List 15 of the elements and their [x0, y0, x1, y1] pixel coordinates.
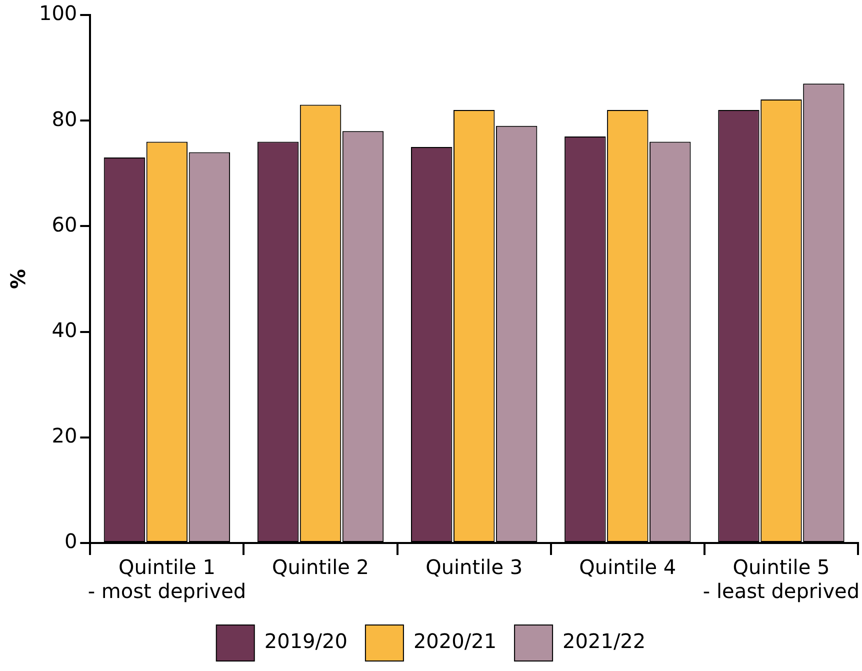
y-tick-label: 80: [52, 106, 78, 131]
legend-label: 2019/20: [264, 629, 348, 654]
y-tick-label: 40: [52, 318, 78, 342]
y-tick-label: 0: [64, 529, 78, 554]
y-tick-label: 60: [52, 212, 78, 236]
legend-label: 2021/22: [562, 629, 646, 654]
x-tick-label: Quintile 2: [272, 555, 370, 580]
y-tick-label: 20: [52, 424, 78, 448]
x-tick-label: Quintile 4: [579, 555, 676, 580]
x-tick-label: Quintile 5 - least deprived: [702, 555, 860, 604]
y-tick-label: 100: [38, 1, 78, 26]
x-tick-label: Quintile 3: [426, 555, 523, 580]
x-tick-label: Quintile 1 - most deprived: [88, 555, 246, 604]
legend-label: 2020/21: [413, 629, 497, 654]
y-axis-title: %: [6, 268, 30, 290]
